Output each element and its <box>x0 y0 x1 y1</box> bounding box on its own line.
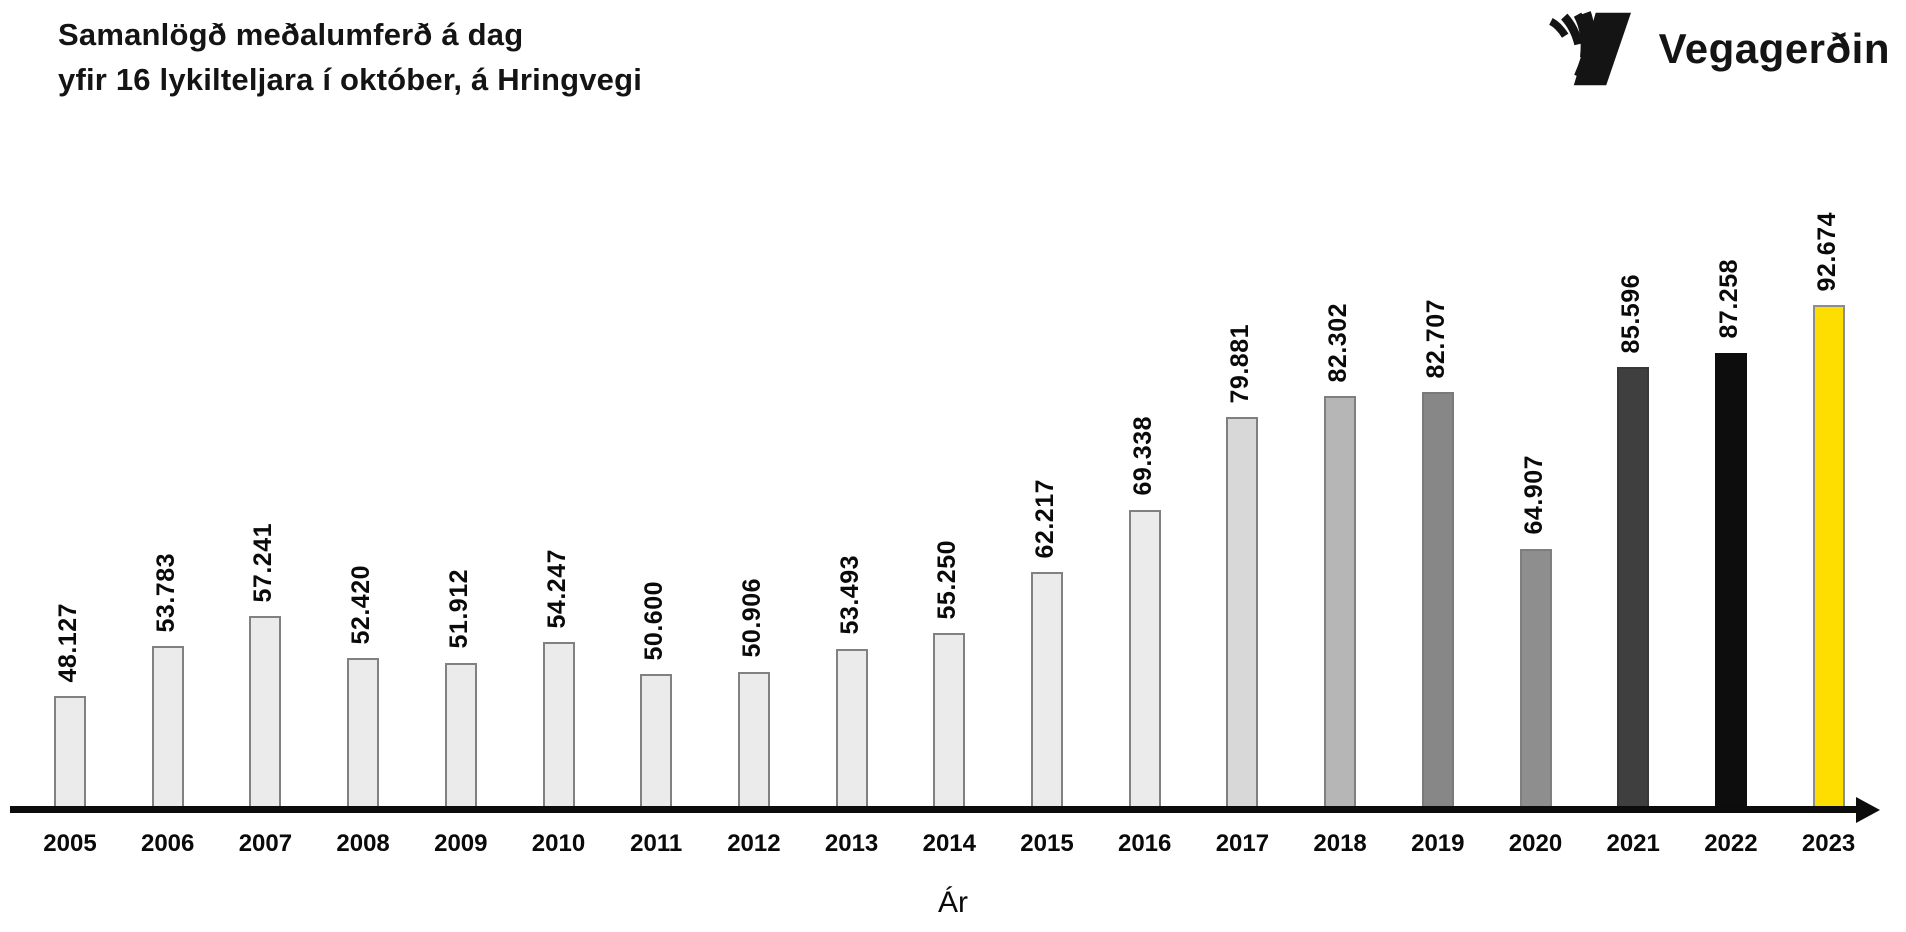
bar-value-label: 64.907 <box>1519 455 1548 535</box>
x-tick-label: 2007 <box>238 830 293 857</box>
x-tick-label: 2018 <box>1313 830 1367 857</box>
x-tick-label: 2006 <box>140 830 195 857</box>
bar-2020 <box>1519 548 1552 808</box>
page-title-line1: Samanlögð meðalumferð á dag <box>58 17 524 52</box>
bar-2008 <box>347 658 380 808</box>
x-tick-label: 2021 <box>1606 830 1660 857</box>
page-title: Samanlögð meðalumferð á dag yfir 16 lyki… <box>58 12 642 102</box>
x-tick-label: 2005 <box>43 830 97 857</box>
x-tick-label: 2020 <box>1508 830 1563 857</box>
bar-2012 <box>737 671 770 808</box>
x-tick-label: 2017 <box>1215 830 1270 857</box>
bar-value-label: 79.881 <box>1226 323 1255 404</box>
bar-value-label: 82.302 <box>1324 302 1353 383</box>
bar-2016 <box>1128 509 1161 808</box>
bar-value-label: 92.674 <box>1812 211 1841 291</box>
bar-2019 <box>1421 392 1454 808</box>
bar-2013 <box>835 648 868 808</box>
vegagerdin-logo-icon <box>1548 11 1631 86</box>
x-tick-label: 2023 <box>1801 830 1856 857</box>
bar-value-label: 51.912 <box>444 569 473 649</box>
bar-2017 <box>1226 417 1259 808</box>
x-axis-title: Ár <box>938 886 968 919</box>
bar-value-label: 87.258 <box>1714 259 1743 339</box>
bar-value-label: 55.250 <box>933 540 962 620</box>
x-tick-label: 2008 <box>336 830 390 857</box>
bar-2005 <box>54 696 86 808</box>
bar-value-label: 57.241 <box>249 522 278 603</box>
x-tick-label: 2014 <box>922 830 976 857</box>
page-title-line2: yfir 16 lykilteljara í október, á Hringv… <box>58 62 643 97</box>
bar-value-label: 53.783 <box>151 552 180 633</box>
bar-2006 <box>151 646 184 808</box>
bar-value-label: 82.707 <box>1421 299 1450 379</box>
bar-value-label: 54.247 <box>542 548 571 629</box>
x-tick-label: 2019 <box>1411 830 1465 857</box>
x-tick-label: 2022 <box>1704 830 1758 857</box>
vegagerdin-logo: Vegagerðin <box>1537 8 1890 90</box>
vegagerdin-logo-text: Vegagerðin <box>1658 25 1890 72</box>
bar-value-label: 48.127 <box>54 602 82 683</box>
bar-2021 <box>1617 367 1650 808</box>
bar-value-label: 50.906 <box>737 578 766 658</box>
x-tick-label: 2012 <box>727 830 781 857</box>
bar-value-label: 52.420 <box>347 564 376 645</box>
bar-2014 <box>933 633 966 808</box>
x-tick-label: 2013 <box>824 830 879 857</box>
bar-value-label: 53.493 <box>835 555 864 635</box>
x-tick-label: 2011 <box>630 830 683 857</box>
bar-value-label: 62.217 <box>1031 478 1059 559</box>
x-tick-label: 2009 <box>434 830 488 857</box>
x-tick-label: 2016 <box>1117 830 1172 857</box>
bar-value-label: 69.338 <box>1128 416 1157 496</box>
bar-2007 <box>249 616 282 808</box>
x-axis-line <box>10 806 1860 813</box>
bar-value-label: 50.600 <box>640 580 669 661</box>
bar-2023 <box>1812 304 1845 808</box>
x-tick-label: 2015 <box>1020 830 1074 857</box>
x-tick-label: 2010 <box>531 830 586 857</box>
bar-2018 <box>1324 396 1357 808</box>
bar-2015 <box>1031 572 1063 808</box>
x-axis-arrow-icon <box>1856 797 1880 823</box>
bar-2011 <box>640 674 673 808</box>
bar-2010 <box>542 642 575 808</box>
bar-2009 <box>444 662 477 808</box>
bar-2022 <box>1714 352 1747 808</box>
bar-value-label: 85.596 <box>1617 273 1646 354</box>
